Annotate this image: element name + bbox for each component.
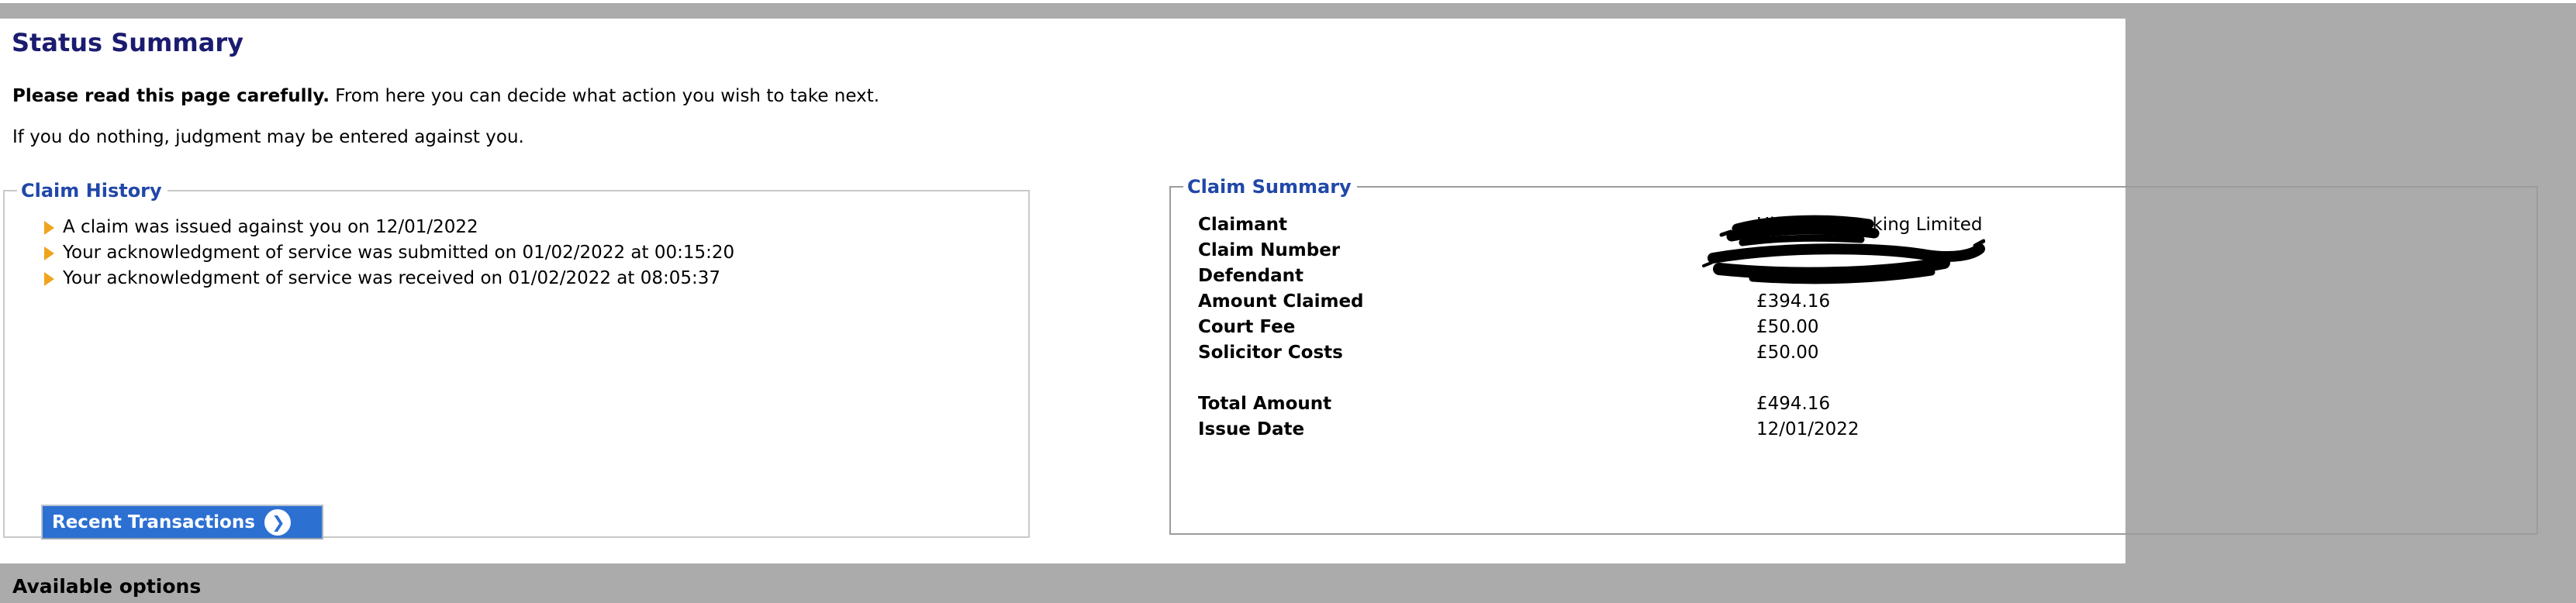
summary-label: Amount Claimed (1198, 291, 1364, 312)
history-item-text: Your acknowledgment of service was recei… (63, 268, 721, 288)
chevron-right-circle-icon: ❯ (264, 508, 291, 536)
history-item: Your acknowledgment of service was recei… (44, 266, 1028, 291)
claim-history-legend: Claim History (21, 180, 162, 202)
summary-label: Claim Number (1198, 240, 1341, 260)
summary-value: £50.00 (1756, 317, 1819, 337)
redaction-scribble-claim-number (1719, 215, 1880, 246)
summary-row: Amount Claimed £394.16 (1198, 289, 2536, 315)
page-title: Status Summary (12, 28, 243, 57)
summary-value: £394.16 (1756, 291, 1831, 312)
history-item: Your acknowledgment of service was submi… (44, 240, 1028, 266)
summary-row: Defendant (1198, 264, 2536, 289)
history-item-text: A claim was issued against you on 12/01/… (63, 217, 478, 237)
summary-label: Total Amount (1198, 394, 1332, 414)
summary-label: Court Fee (1198, 317, 1296, 337)
redaction-scribble-defendant (1702, 239, 1985, 284)
claim-history-fieldset: Claim History A claim was issued against… (3, 180, 1030, 539)
summary-label: Issue Date (1198, 419, 1305, 439)
content-panel (0, 19, 2125, 563)
summary-row: Court Fee £50.00 (1198, 315, 2536, 340)
summary-row: Solicitor Costs £50.00 (1198, 340, 2536, 366)
warning-text: If you do nothing, judgment may be enter… (12, 127, 524, 147)
top-gray-band (0, 3, 2576, 19)
summary-value: £50.00 (1756, 343, 1819, 363)
summary-row: Total Amount £494.16 (1198, 391, 2536, 417)
summary-label: Solicitor Costs (1198, 343, 1343, 363)
summary-spacer-row (1198, 366, 2536, 391)
intro-text-bold: Please read this page carefully. (12, 86, 330, 106)
bullet-arrow-icon (44, 246, 54, 260)
summary-value: 12/01/2022 (1756, 419, 1859, 439)
claim-summary-legend: Claim Summary (1187, 176, 1352, 198)
top-white-strip (0, 0, 2576, 3)
intro-text-rest: From here you can decide what action you… (329, 86, 880, 106)
intro-text: Please read this page carefully. From he… (12, 86, 879, 107)
summary-row: Claim Number (1198, 238, 2536, 264)
recent-transactions-label: Recent Transactions (52, 512, 255, 532)
summary-row: Issue Date 12/01/2022 (1198, 417, 2536, 443)
history-item-text: Your acknowledgment of service was submi… (63, 243, 735, 263)
history-item: A claim was issued against you on 12/01/… (44, 215, 1028, 240)
bullet-arrow-icon (44, 220, 54, 235)
available-options-heading: Available options (12, 575, 202, 598)
recent-transactions-button[interactable]: Recent Transactions ❯ (41, 505, 323, 539)
claim-history-list: A claim was issued against you on 12/01/… (5, 202, 1028, 291)
bullet-arrow-icon (44, 271, 54, 286)
summary-label: Claimant (1198, 215, 1288, 235)
summary-label: Defendant (1198, 266, 1304, 286)
redaction-scribble-icon (1702, 215, 1985, 284)
summary-value: £494.16 (1756, 394, 1831, 414)
